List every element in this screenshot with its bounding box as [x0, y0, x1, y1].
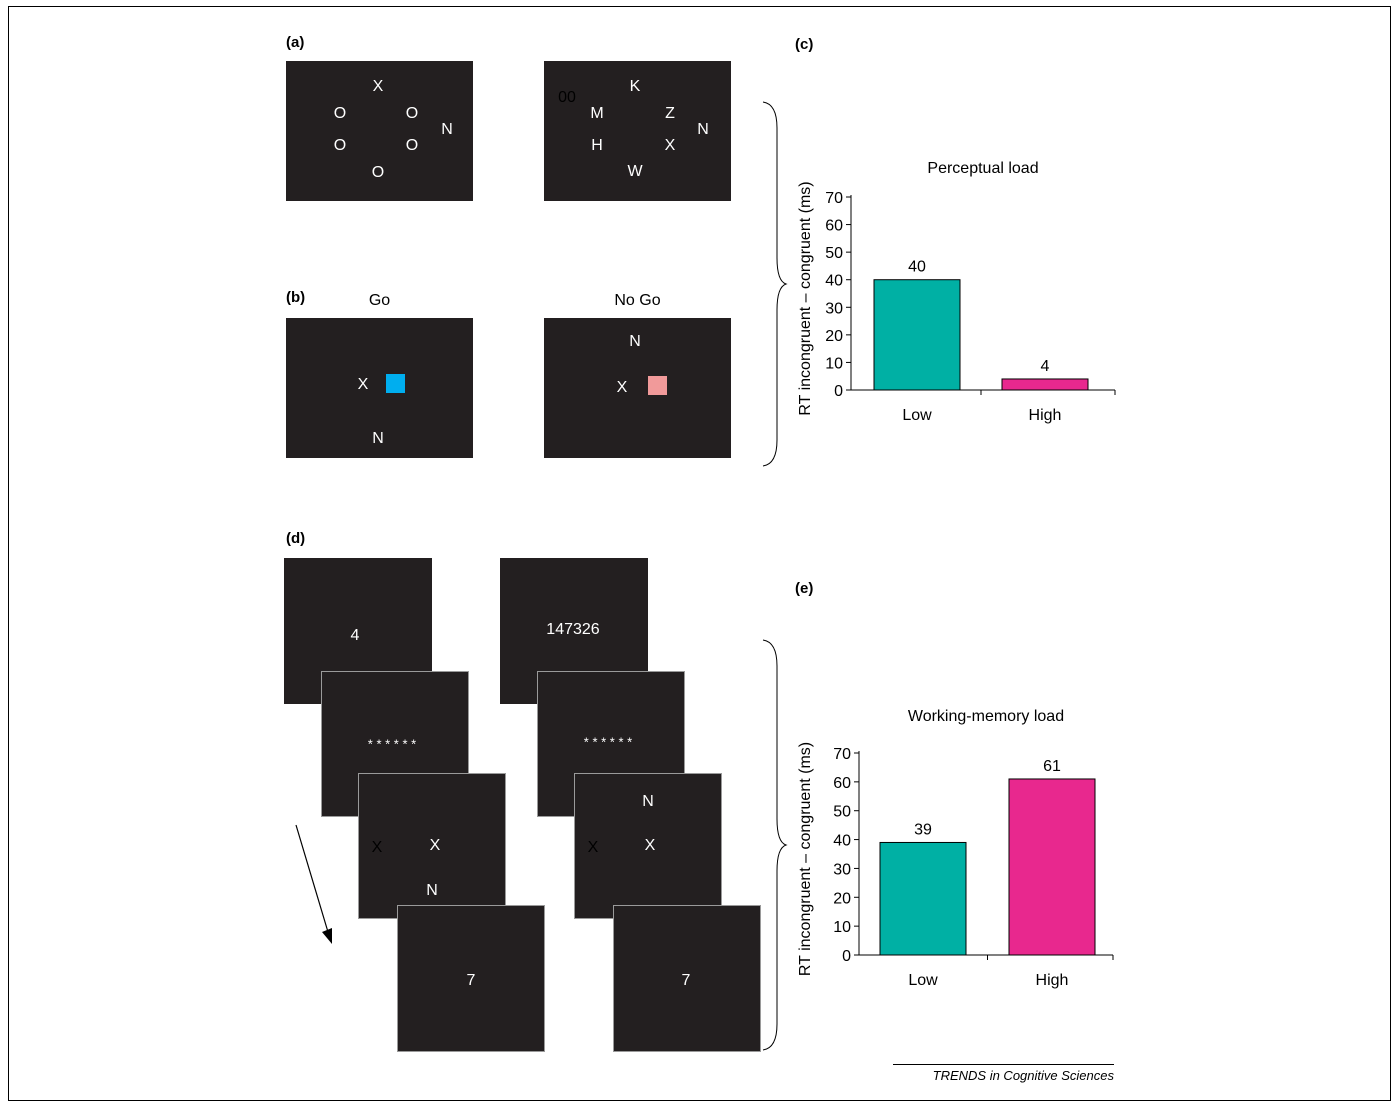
bar-value-label: 39: [914, 821, 932, 838]
distractor-letter: N: [697, 121, 709, 138]
x-tick-label: Low: [902, 407, 932, 424]
filler-letter: O: [333, 105, 347, 122]
filler-letter: W: [627, 163, 643, 180]
filler-letter: Z: [665, 105, 675, 122]
go-color-square: [386, 374, 405, 393]
mask-asterisks: * * * * * *: [583, 734, 633, 750]
y-tick-label: 0: [842, 948, 851, 965]
panel-label-b: (b): [286, 289, 306, 306]
chart-title: Working-memory load: [908, 708, 1064, 725]
probe-letter: X: [371, 839, 383, 856]
recall-digit: 7: [681, 972, 691, 989]
x-tick-label: High: [1036, 972, 1069, 989]
y-tick-label: 20: [825, 328, 843, 345]
panel-label-d: (d): [286, 530, 306, 547]
recall-digit: 7: [466, 972, 476, 989]
filler-letter: O: [405, 137, 419, 154]
x-tick-label: High: [1029, 407, 1062, 424]
probe-high: N X X: [574, 773, 722, 919]
bar-high: [1008, 778, 1096, 956]
recall-low: 7: [397, 905, 545, 1052]
y-tick-label: 60: [825, 218, 843, 235]
brace-upper: [762, 101, 788, 467]
y-tick-label: 10: [825, 355, 843, 372]
y-tick-label: 50: [825, 245, 843, 262]
working-memory-load-chart: Working-memory load RT incongruent – cong…: [797, 708, 1114, 989]
chart-title: Perceptual load: [927, 160, 1038, 177]
distractor-letter: N: [629, 333, 641, 350]
y-tick-label: 0: [834, 383, 843, 400]
panel-label-e: (e): [795, 580, 814, 597]
bar-low: [873, 279, 961, 391]
bar-value-label: 4: [1041, 358, 1050, 375]
memory-digits: 147326: [546, 621, 600, 638]
time-arrow-icon: [295, 824, 332, 944]
y-axis-label: RT incongruent – congruent (ms): [797, 181, 814, 415]
y-tick-label: 40: [833, 833, 851, 850]
target-letter: X: [664, 137, 676, 154]
panel-label-c: (c): [795, 36, 814, 53]
filler-letter: K: [629, 78, 641, 95]
probe-letter: N: [426, 882, 438, 899]
probe-letter: X: [644, 837, 656, 854]
mask-asterisks: * * * * * *: [367, 736, 417, 752]
filler-letter: O: [333, 137, 347, 154]
y-tick-label: 70: [825, 190, 843, 207]
y-axis-label: RT incongruent – congruent (ms): [797, 742, 814, 976]
probe-letter: X: [429, 837, 441, 854]
bar-high: [1001, 378, 1089, 391]
journal-credit: TRENDS in Cognitive Sciences: [893, 1064, 1114, 1083]
y-tick-label: 50: [833, 804, 851, 821]
probe-low: X X N: [358, 773, 506, 919]
high-load-search-display: 00 K M Z H X W N: [544, 61, 731, 201]
low-load-search-display: X O O O O O N: [286, 61, 473, 201]
y-tick-label: 20: [833, 890, 851, 907]
y-tick-label: 60: [833, 775, 851, 792]
y-tick-label: 10: [833, 919, 851, 936]
bar-value-label: 40: [908, 259, 926, 276]
panel-label-a: (a): [286, 34, 305, 51]
nogo-caption: No Go: [614, 292, 661, 309]
y-tick-label: 40: [825, 273, 843, 290]
filler-letter: O: [405, 105, 419, 122]
target-letter: X: [357, 376, 369, 393]
distractor-letter: N: [441, 121, 453, 138]
filler-letter: M: [590, 105, 604, 122]
probe-letter: X: [587, 839, 599, 856]
y-tick-label: 70: [833, 746, 851, 763]
x-tick-label: Low: [908, 972, 938, 989]
filler-letter: O: [371, 164, 385, 181]
bar-low: [879, 841, 967, 956]
go-display: X N: [286, 318, 473, 458]
target-letter: X: [372, 78, 384, 95]
recall-high: 7: [613, 905, 761, 1052]
probe-letter: N: [642, 793, 654, 810]
go-caption: Go: [368, 292, 391, 309]
nogo-display: N X: [544, 318, 731, 458]
y-tick-label: 30: [833, 861, 851, 878]
perceptual-load-chart: Perceptual load RT incongruent – congruen…: [797, 160, 1116, 424]
display-artifact-text: 00: [558, 89, 576, 106]
distractor-letter: N: [372, 430, 384, 447]
memory-digit: 4: [350, 627, 360, 644]
bar-value-label: 61: [1043, 758, 1061, 775]
brace-lower: [762, 639, 788, 1051]
filler-letter: H: [591, 137, 603, 154]
y-tick-label: 30: [825, 300, 843, 317]
target-letter: X: [616, 379, 628, 396]
nogo-color-square: [648, 376, 667, 395]
